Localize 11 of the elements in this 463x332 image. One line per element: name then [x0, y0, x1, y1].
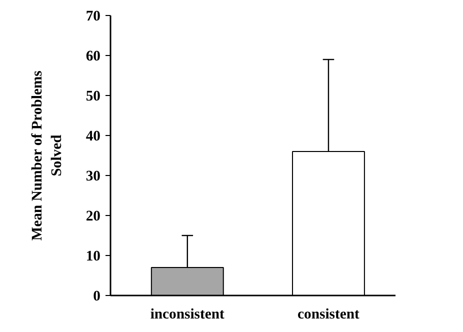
x-tick-label: consistent — [298, 306, 360, 322]
y-tick-label: 0 — [93, 288, 100, 304]
y-tick-label: 70 — [86, 8, 100, 24]
y-axis-title: Mean Number of Problems Solved — [30, 70, 65, 241]
y-tick-label: 40 — [86, 128, 100, 144]
y-tick-label: 50 — [86, 88, 100, 104]
x-tick-label: inconsistent — [150, 306, 225, 322]
y-tick-label: 60 — [86, 48, 100, 64]
y-tick-label: 30 — [86, 168, 100, 184]
y-tick-label: 10 — [86, 248, 100, 264]
y-tick-label: 20 — [86, 208, 100, 224]
